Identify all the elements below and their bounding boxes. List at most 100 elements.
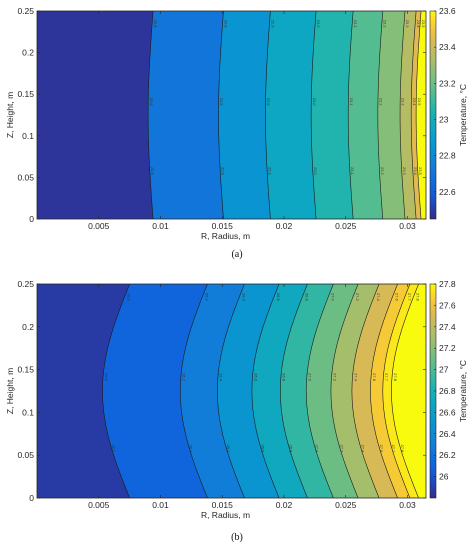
contour-level-label: 23.0 xyxy=(313,167,318,176)
y-tick-label: 0.1 xyxy=(22,131,34,141)
x-axis-label: R, Radius, m xyxy=(201,510,250,520)
contour-level-label: 27.4 xyxy=(360,445,365,454)
contour-level-label: 23.2 xyxy=(379,98,384,107)
contour-level-label: 23.2 xyxy=(380,167,385,176)
colorbar xyxy=(429,10,437,220)
contour-line xyxy=(279,284,308,498)
contour-panel-b: 26.0 26.0 26.0 26.2 26.2 26.2 26.4 26.4 26.4 26.6… xyxy=(5,279,468,543)
contour-level-label: 23.0 xyxy=(316,20,321,29)
contour-fill-region xyxy=(391,284,426,498)
x-tick-label: 0.01 xyxy=(152,221,169,231)
y-tick-label: 0.05 xyxy=(17,172,34,182)
y-axis-label: Z, Height, m xyxy=(5,368,15,414)
contour-level-label: 23.3 xyxy=(402,167,407,176)
contour-line xyxy=(179,284,208,498)
plot-frame xyxy=(36,283,427,499)
contour-level-label: 27.0 xyxy=(315,445,320,454)
x-tick-label: 0.015 xyxy=(212,500,234,510)
contour-line xyxy=(391,284,419,498)
colorbar-label: Temperature, °C xyxy=(458,84,468,146)
contour-panel-a: 22.6 22.6 22.6 22.8 22.8 22.8 22.9 22.9 22.9 23.0… xyxy=(5,6,468,260)
contour-line xyxy=(265,11,271,219)
contour-level-label: 22.8 xyxy=(219,98,224,107)
contour-level-label: 23.3 xyxy=(401,98,406,107)
contour-line xyxy=(147,11,154,219)
x-tick-label: 0.025 xyxy=(335,500,357,510)
contour-line xyxy=(370,284,398,498)
contour-level-label: 26.2 xyxy=(182,373,187,382)
x-tick-label: 0.03 xyxy=(399,500,416,510)
contour-level-label: 26.2 xyxy=(189,445,194,454)
contour-level-label: 26.8 xyxy=(304,293,309,302)
contour-line xyxy=(351,284,380,498)
contour-level-label: 26.0 xyxy=(127,293,132,302)
contour-level-label: 27.0 xyxy=(330,293,335,302)
contour-level-label: 27.6 xyxy=(372,373,377,382)
contour-line xyxy=(347,11,354,219)
contour-level-label: 27.8 xyxy=(416,293,421,302)
contour-level-label: 26.0 xyxy=(111,445,116,454)
y-tick-label: 0 xyxy=(29,214,34,224)
contour-line xyxy=(251,284,280,498)
contour-level-label: 27.4 xyxy=(376,293,381,302)
contour-line xyxy=(216,284,245,498)
contour-level-label: 27.4 xyxy=(353,373,358,382)
contour-level-label: 26.2 xyxy=(204,293,209,302)
colorbar-tick-label: 27.6 xyxy=(439,300,456,310)
x-tick-label: 0.025 xyxy=(335,221,357,231)
contour-level-label: 26.0 xyxy=(104,373,109,382)
x-tick-label: 0.03 xyxy=(399,221,416,231)
contour-line xyxy=(382,284,411,498)
y-axis-label: Z, Height, m xyxy=(5,92,15,138)
contour-line xyxy=(310,11,317,219)
contour-level-label: 26.4 xyxy=(226,445,231,454)
colorbar-tick-label: 26.4 xyxy=(439,429,456,439)
contour-level-label: 27.8 xyxy=(393,373,398,382)
x-tick-label: 0.005 xyxy=(88,500,110,510)
colorbar-tick-label: 26.8 xyxy=(439,386,456,396)
contour-fill-region xyxy=(416,11,426,219)
contour-level-label: 23.1 xyxy=(350,167,355,176)
colorbar-tick-label: 27.4 xyxy=(439,322,456,332)
contour-level-label: 22.9 xyxy=(266,98,271,107)
colorbar-tick-label: 26.2 xyxy=(439,450,456,460)
colorbar-tick-label: 22.6 xyxy=(439,187,456,197)
contour-level-label: 22.6 xyxy=(153,20,158,29)
colorbar-tick-label: 23.4 xyxy=(439,42,456,52)
contour-level-label: 27.8 xyxy=(400,445,405,454)
y-tick-label: 0.15 xyxy=(17,89,34,99)
colorbar-tick-label: 27 xyxy=(439,365,449,375)
contour-level-label: 23.4 xyxy=(416,20,421,29)
colorbar-tick-label: 26.6 xyxy=(439,407,456,417)
contour-level-label: 27.0 xyxy=(308,373,313,382)
contour-level-label: 23.5 xyxy=(418,167,423,176)
y-tick-label: 0.05 xyxy=(17,450,34,460)
contour-field: 22.6 22.6 22.6 22.8 22.8 22.8 22.9 22.9 22.9 23.0… xyxy=(37,11,426,219)
y-tick-label: 0.2 xyxy=(22,322,34,332)
x-tick-label: 0.005 xyxy=(88,221,110,231)
contour-line xyxy=(377,11,384,219)
colorbar-tick-label: 23.2 xyxy=(439,78,456,88)
y-tick-label: 0 xyxy=(29,493,34,503)
contour-level-label: 27.7 xyxy=(407,293,412,302)
contour-level-label: 23.0 xyxy=(312,98,317,107)
colorbar-tick-label: 27.8 xyxy=(439,279,456,289)
contour-line xyxy=(399,11,406,219)
contour-level-label: 27.7 xyxy=(384,373,389,382)
plot-frame xyxy=(36,10,427,220)
colorbar-tick-label: 26 xyxy=(439,472,449,482)
y-tick-label: 0.25 xyxy=(17,6,34,16)
colorbar-label: Temperature, °C xyxy=(458,360,468,422)
x-tick-label: 0.015 xyxy=(212,221,234,231)
contour-level-label: 22.9 xyxy=(270,20,275,29)
contour-level-label: 26.6 xyxy=(276,293,281,302)
contour-line xyxy=(410,11,417,219)
colorbar-tick-label: 23 xyxy=(439,115,449,125)
contour-level-label: 22.6 xyxy=(149,98,154,107)
contour-level-label: 27.2 xyxy=(332,373,337,382)
colorbar-tick-label: 23.6 xyxy=(439,6,456,16)
contour-level-label: 27.2 xyxy=(355,293,360,302)
contour-line xyxy=(218,11,224,219)
contour-level-label: 23.4 xyxy=(413,167,418,176)
